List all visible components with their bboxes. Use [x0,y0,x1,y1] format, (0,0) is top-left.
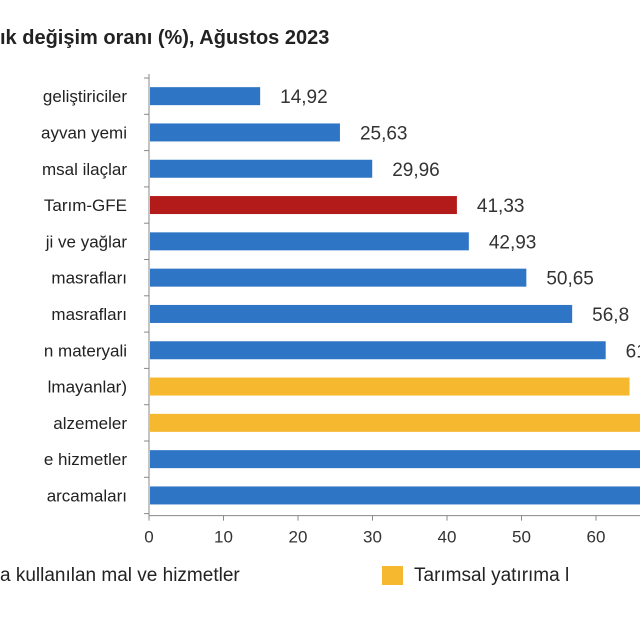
bar [150,232,469,251]
legend-label: a kullanılan mal ve hizmetler [0,565,240,586]
category-label: lmayanlar) [48,378,127,397]
legend-label: Tarımsal yatırıma l [414,565,569,586]
bar [150,450,640,469]
category-label: ji ve yağlar [45,232,128,251]
x-tick-label: 40 [438,528,457,547]
category-label: ayvan yemi [41,123,127,142]
category-label: geliştiriciler [43,87,127,106]
bar [150,377,630,396]
bar [150,87,261,106]
value-label: 61 [626,341,640,362]
bar [150,304,573,323]
value-label: 50,65 [546,269,594,290]
value-label: 29,96 [392,160,440,181]
bar [150,159,373,178]
legend-swatch [382,566,403,585]
category-label: masrafları [51,305,127,324]
bar [150,123,340,142]
category-label: arcamaları [47,486,127,505]
bar [150,196,457,215]
category-label: msal ilaçlar [42,160,127,179]
x-tick-label: 50 [512,528,531,547]
bar [150,268,527,287]
x-tick-label: 0 [144,528,153,547]
value-label: 42,93 [489,232,537,253]
x-tick-label: 20 [289,528,308,547]
bar [150,341,606,360]
category-label: masrafları [51,269,127,288]
x-tick-label: 30 [363,528,382,547]
category-label: Tarım-GFE [44,196,127,215]
category-label: n materyali [44,341,127,360]
x-tick-label: 10 [214,528,233,547]
value-label: 25,63 [360,123,408,144]
value-label: 14,92 [280,87,328,108]
bar [150,413,640,432]
bar [150,486,640,505]
chart-title: ık değişim oranı (%), Ağustos 2023 [0,27,330,49]
value-label: 41,33 [477,196,525,217]
category-label: e hizmetler [44,450,127,469]
x-tick-label: 60 [587,528,606,547]
value-label: 56,8 [592,305,629,326]
category-label: alzemeler [53,414,127,433]
